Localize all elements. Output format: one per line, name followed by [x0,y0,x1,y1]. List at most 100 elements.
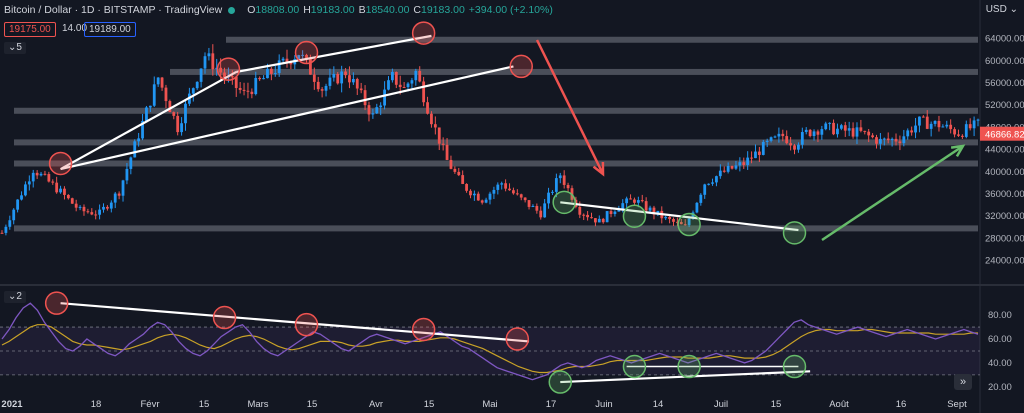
candle-body [47,174,51,182]
candle-body [562,175,566,185]
rsi-line [1,302,979,381]
candle-body [718,170,722,177]
candle-body [433,124,437,128]
candle-body [98,209,101,215]
candle-body [554,178,558,192]
price-tick-label: 60000.00 [985,56,1024,67]
candle-body [324,85,328,91]
candle-body [391,71,394,81]
resistance-level [14,139,978,146]
candle-body [800,132,804,145]
candle-body [594,218,597,223]
candle-body [500,183,504,185]
candle-body [180,123,183,133]
candle-body [633,199,636,203]
rsi-panel-toggle[interactable]: ⌄2 [4,291,26,303]
candle-body [910,130,914,133]
candle-body [527,200,531,207]
candle-body [367,105,371,115]
candle-body [449,159,453,169]
candle-body [734,165,738,169]
candle-body [137,138,141,142]
candle-body [652,207,656,215]
currency-label[interactable]: USD ⌄ [986,4,1018,15]
candle-body [156,77,160,85]
candle-body [472,193,476,196]
rsi-peak-marker [294,312,319,337]
resistance-level [226,36,978,43]
change-value: +394.00 (+2.10%) [468,4,553,16]
candle-body [906,130,910,137]
candle-body [879,138,882,144]
candle-body [426,102,429,114]
candle-body [242,89,246,91]
candle-body [836,128,839,135]
high-label: H [303,4,311,16]
candle-body [234,76,238,89]
candle-body [757,151,761,155]
candle-body [894,138,898,142]
candle-body [223,72,226,78]
double-chevron-right-icon: » [959,376,967,388]
candle-body [648,207,652,211]
trend-line [560,201,799,232]
candle-body [43,173,47,175]
sell-price-box[interactable]: 19175.00 [4,22,56,37]
candle-body [133,141,137,158]
candle-body [164,87,168,102]
candle-body [394,71,398,85]
candle-body [699,194,703,203]
candle-body [539,210,543,218]
candle-body [957,134,960,136]
low-value: 18540.00 [365,4,410,16]
x-tick-label: Mai [482,399,497,410]
candle-body [519,194,523,198]
candle-body [578,206,582,215]
candle-body [492,189,496,194]
candle-body [20,195,23,200]
candle-body [27,181,31,185]
candle-body [414,70,418,81]
expand-panel-button[interactable]: » [954,374,972,390]
candle-body [406,83,410,88]
x-tick-label: 15 [199,399,210,410]
price-panel-toggle[interactable]: ⌄5 [4,42,26,54]
candle-body [777,133,781,137]
candle-body [691,212,695,219]
candle-body [797,144,800,150]
symbol-title[interactable]: Bitcoin / Dollar · 1D · BITSTAMP · Tradi… [4,4,223,16]
rsi-trough-marker [548,370,573,394]
candle-body [148,105,152,108]
candle-body [816,131,820,135]
candle-body [695,202,699,213]
buy-price-box[interactable]: 19189.00 [84,22,136,37]
candle-body [941,126,945,128]
candle-body [82,206,86,212]
candle-body [949,124,953,130]
candle-body [672,219,675,222]
low-label: B [358,4,366,16]
candle-body [398,84,402,88]
high-value: 19183.00 [310,4,355,16]
candle-body [480,200,484,203]
peak-marker [294,40,319,65]
rsi-trough-marker [782,354,807,379]
price-tick-label: 52000.00 [985,100,1024,111]
candle-body [74,203,78,208]
candle-body [785,136,789,144]
x-tick-label: Mars [247,399,268,410]
candle-body [765,140,769,142]
candle-body [106,206,109,209]
candle-body [925,116,929,129]
trough-marker [552,190,576,215]
rsi-peak-marker [411,317,436,342]
candle-body [113,193,117,203]
candle-body [601,218,605,223]
candle-body [31,172,35,182]
candle-body [590,217,593,219]
candle-body [976,119,980,121]
x-tick-label: 15 [424,399,435,410]
candle-body [543,203,547,218]
candle-body [683,224,687,226]
